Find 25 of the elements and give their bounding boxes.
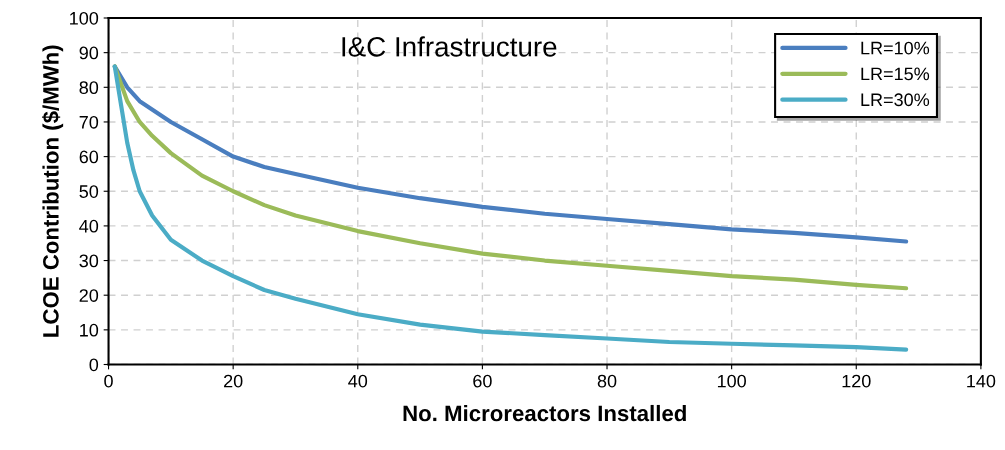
x-tick-label: 140 [967,374,996,388]
y-tick-label: 30 [79,254,99,268]
y-tick-label: 80 [79,81,99,95]
y-tick-label: 10 [80,323,99,337]
y-tick-label: 20 [79,289,99,302]
x-tick-label: 20 [224,374,243,388]
x-axis-title: No. Microreactors Installed [403,404,686,422]
x-tick-label: 0 [104,374,113,388]
y-tick-label: 50 [79,185,99,198]
y-tick-label: 0 [89,358,99,372]
legend-label: LR=15% [861,67,930,81]
y-tick-label: 60 [79,150,99,164]
x-tick-label: 80 [597,374,617,388]
y-tick-label: 100 [70,11,99,25]
legend-label: LR=30% [861,93,930,107]
y-tick-label: 40 [79,219,99,233]
y-tick-label: 70 [79,115,99,129]
x-tick-label: 100 [717,374,746,388]
x-tick-label: 120 [842,374,871,388]
y-axis-title: LCOE Contribution ($/MWh) [42,45,64,337]
y-tick-label: 90 [79,46,99,60]
text: I&C Infrastructure [342,36,557,57]
x-tick-label: 60 [473,374,492,388]
legend-label: LR=10% [861,41,930,55]
x-tick-label: 40 [348,374,368,388]
